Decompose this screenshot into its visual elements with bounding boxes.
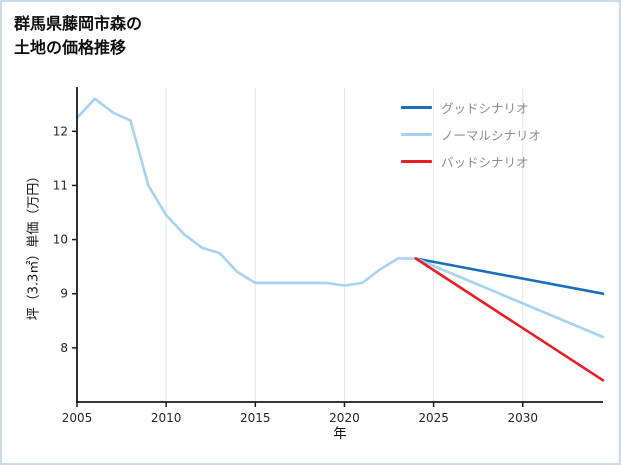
- x-axis-label: 年: [333, 426, 347, 442]
- legend-label-good: グッドシナリオ: [441, 101, 529, 116]
- legend-swatch-normal-icon: [401, 133, 432, 136]
- legend-item-normal: ノーマルシナリオ: [401, 121, 541, 148]
- legend-label-normal: ノーマルシナリオ: [441, 128, 542, 143]
- legend-label-bad: バッドシナリオ: [441, 155, 529, 170]
- series-line-good: [414, 257, 605, 296]
- series-line-historical: [75, 97, 418, 287]
- x-tick-label: 2005: [62, 411, 93, 425]
- page-title-line1: 群馬県藤岡市森の: [14, 14, 143, 33]
- y-tick-label: 8: [60, 341, 68, 355]
- series-line-normal: [414, 257, 605, 339]
- x-tick-label: 2010: [151, 411, 182, 425]
- page-title-line2: 土地の価格推移: [14, 38, 127, 57]
- legend-item-good: グッドシナリオ: [401, 94, 541, 121]
- series-line-bad: [414, 257, 605, 382]
- legend-item-bad: バッドシナリオ: [401, 148, 541, 175]
- y-tick-label: 10: [53, 233, 68, 247]
- legend-swatch-good-icon: [401, 106, 432, 109]
- page-title: 群馬県藤岡市森の 土地の価格推移: [14, 12, 142, 60]
- y-axis-label: 坪（3.3㎡）単価（万円）: [26, 169, 42, 321]
- y-tick-label: 12: [53, 124, 68, 138]
- x-tick-label: 2015: [240, 411, 271, 425]
- x-tick-label: 2020: [329, 411, 360, 425]
- legend: グッドシナリオ ノーマルシナリオ バッドシナリオ: [401, 94, 541, 175]
- x-tick-label: 2025: [418, 411, 449, 425]
- y-tick-label: 9: [60, 287, 68, 301]
- x-tick-label: 2030: [507, 411, 538, 425]
- y-tick-label: 11: [53, 178, 68, 192]
- legend-swatch-bad-icon: [401, 160, 432, 163]
